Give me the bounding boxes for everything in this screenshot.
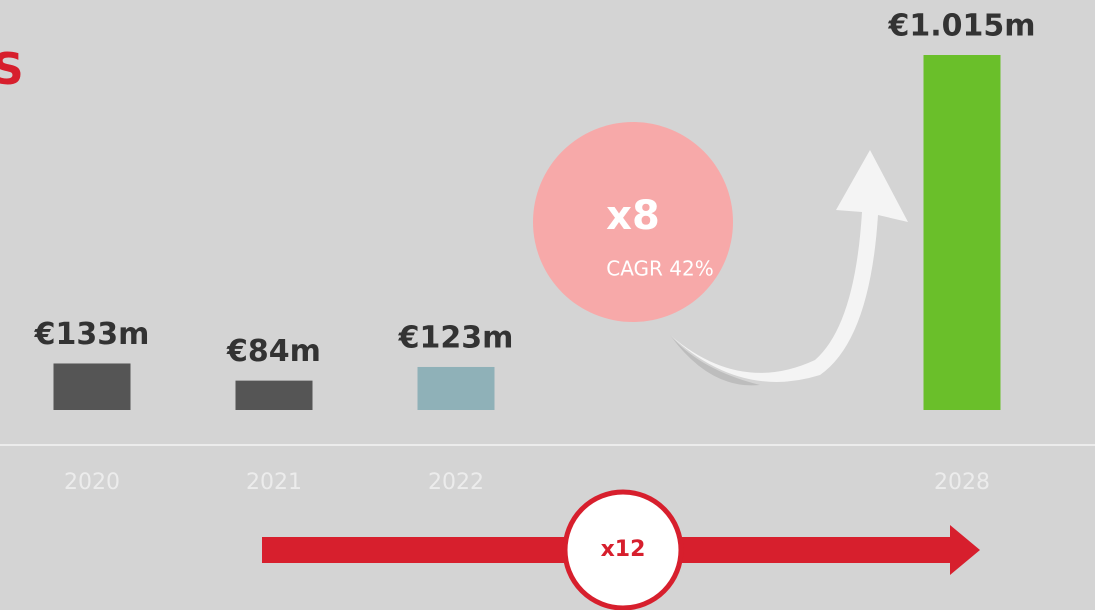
timeline-arrow-head [950,525,980,575]
value-label: €133m [34,317,150,352]
chart-title: S [0,44,24,95]
value-label: €123m [398,320,514,355]
bar [417,366,495,410]
cagr-bubble [533,122,733,322]
bar [53,363,131,410]
arrow-shadow [670,335,760,386]
growth-arrow [670,150,908,382]
x-tick-label: 2020 [64,470,120,495]
multiplier: x8 [606,193,660,239]
bar [923,55,1001,410]
x-tick-label: 2021 [246,470,302,495]
total-multiplier: x12 [601,537,646,562]
total-badge [562,489,684,610]
bar [235,380,313,410]
cagr: CAGR 42% [606,257,714,281]
value-label: €1.015m [887,9,1035,44]
x-tick-label: 2022 [428,470,484,495]
x-tick-label: 2028 [934,470,990,495]
value-label: €84m [226,334,321,369]
